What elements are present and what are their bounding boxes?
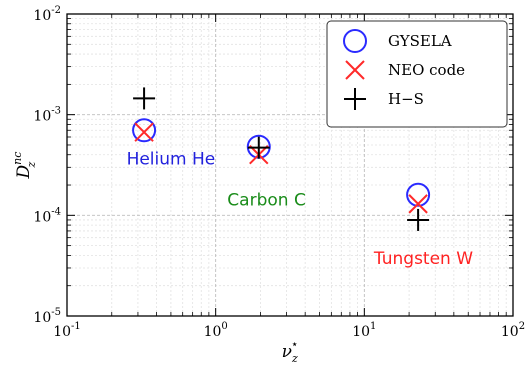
- axis-ticks: [66, 13, 514, 317]
- y-tick-label-base: 10: [33, 209, 51, 225]
- data-marks: [132, 87, 431, 231]
- legend-marker-x: [345, 60, 365, 80]
- data-point-plus: [133, 87, 156, 110]
- plot-frame: [66, 13, 514, 317]
- y-tick-label: 10-5: [33, 307, 61, 326]
- legend-label: H−S: [388, 90, 424, 108]
- y-tick-label-base: 10: [33, 109, 51, 125]
- x-tick-label-exponent: 2: [519, 321, 525, 332]
- y-axis-label-sub: z: [25, 162, 38, 169]
- y-tick-label: 10-2: [33, 5, 61, 24]
- y-tick-label-base: 10: [33, 310, 51, 326]
- data-point-plus: [407, 208, 430, 231]
- data-point-x-stroke: [134, 122, 154, 142]
- legend-label: GYSELA: [388, 32, 452, 50]
- legend-marker-circle: [343, 29, 367, 53]
- x-axis-label-base: ν: [282, 342, 292, 362]
- x-tick-label: 102: [501, 321, 525, 340]
- data-point-x-stroke: [408, 194, 428, 214]
- x-tick-label-base: 10: [53, 324, 71, 340]
- legend-marker-x-stroke: [345, 60, 365, 80]
- x-tick-label-base: 10: [352, 324, 370, 340]
- legend-marker-plus: [344, 88, 366, 110]
- x-tick-label-base: 10: [501, 324, 519, 340]
- x-axis-label: νz⋆: [282, 337, 299, 365]
- data-point-plus: [247, 136, 270, 159]
- y-tick-label: 10-4: [33, 206, 61, 225]
- y-axis-label: Dncz: [11, 152, 38, 180]
- annotation-label: Helium He: [127, 149, 216, 169]
- legend-box: [326, 20, 508, 128]
- x-tick-label: 10-1: [53, 321, 81, 340]
- x-tick-label-exponent: 0: [221, 321, 227, 332]
- annotations: Helium He Carbon C Tungsten W: [127, 149, 474, 268]
- y-tick-label-exponent: -3: [51, 106, 61, 117]
- data-point-x: [134, 122, 154, 142]
- data-point-circle: [406, 182, 431, 207]
- x-axis-label-sup: ⋆: [291, 337, 299, 351]
- x-tick-label-base: 10: [204, 324, 222, 340]
- y-tick-label-exponent: -4: [51, 206, 61, 217]
- x-tick-label: 100: [204, 321, 228, 340]
- y-tick-labels: 10-510-410-310-2: [33, 5, 61, 326]
- x-tick-label-exponent: -1: [71, 321, 81, 332]
- legend-label: NEO code: [388, 61, 465, 79]
- y-tick-label-base: 10: [33, 8, 51, 24]
- annotation-label: Tungsten W: [373, 249, 473, 269]
- x-axis-label-sub: z: [291, 352, 298, 365]
- x-tick-label: 101: [352, 321, 376, 340]
- data-point-circle: [132, 118, 157, 143]
- data-point-x: [408, 194, 428, 214]
- x-tick-labels: 10-1 100 101 102: [53, 321, 525, 340]
- legend: GYSELA NEO code H−S: [326, 20, 508, 128]
- y-axis-label-base: D: [14, 164, 34, 179]
- x-tick-label-exponent: 1: [370, 321, 376, 332]
- y-tick-label-exponent: -2: [51, 5, 61, 16]
- y-tick-label: 10-3: [33, 106, 61, 125]
- y-tick-label-exponent: -5: [51, 307, 61, 318]
- annotation-label: Carbon C: [227, 191, 306, 211]
- y-axis-label-sup: nc: [11, 152, 24, 165]
